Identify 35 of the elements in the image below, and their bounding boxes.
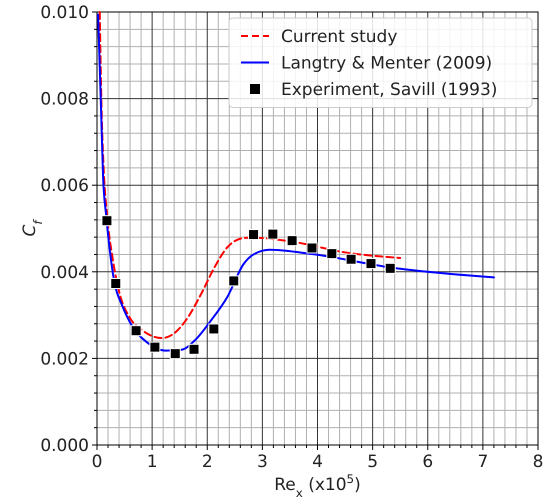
point <box>248 229 260 240</box>
x-tick-label: 4 <box>312 452 323 472</box>
x-tick-label: 1 <box>146 452 158 472</box>
point <box>384 262 396 274</box>
legend-label: Current study <box>281 27 398 47</box>
point <box>326 248 338 260</box>
point <box>306 242 318 254</box>
x-tick-label: 3 <box>256 452 268 472</box>
y-tick-label: 0.006 <box>40 176 89 196</box>
point <box>365 258 376 270</box>
point <box>170 348 181 360</box>
point <box>346 254 357 265</box>
x-axis-title: Re$_{x}$ (x10$^{5}$) <box>274 472 361 500</box>
point <box>267 228 278 240</box>
x-tick-label: 8 <box>532 452 543 472</box>
legend-label: Experiment, Savill (1993) <box>281 80 498 100</box>
point <box>110 278 122 289</box>
y-tick-label: 0.008 <box>40 90 89 110</box>
x-tick-label: 2 <box>202 452 213 472</box>
point <box>208 323 220 334</box>
x-tick-label: 0 <box>92 452 102 472</box>
x-tick-label: 5 <box>367 452 378 472</box>
point <box>101 215 112 226</box>
x-tick-label: 7 <box>477 452 488 472</box>
x-tick-label: 6 <box>422 452 434 472</box>
point <box>130 325 142 336</box>
point <box>188 344 200 355</box>
y-tick-label: 0.010 <box>40 3 89 23</box>
legend-label: Langtry & Menter (2009) <box>281 54 492 74</box>
y-tick-label: 0.002 <box>40 349 89 370</box>
point <box>149 342 160 353</box>
point <box>228 275 240 286</box>
y-tick-label: 0.004 <box>40 262 89 283</box>
y-tick-label: 0.000 <box>40 436 89 456</box>
point <box>286 235 298 246</box>
